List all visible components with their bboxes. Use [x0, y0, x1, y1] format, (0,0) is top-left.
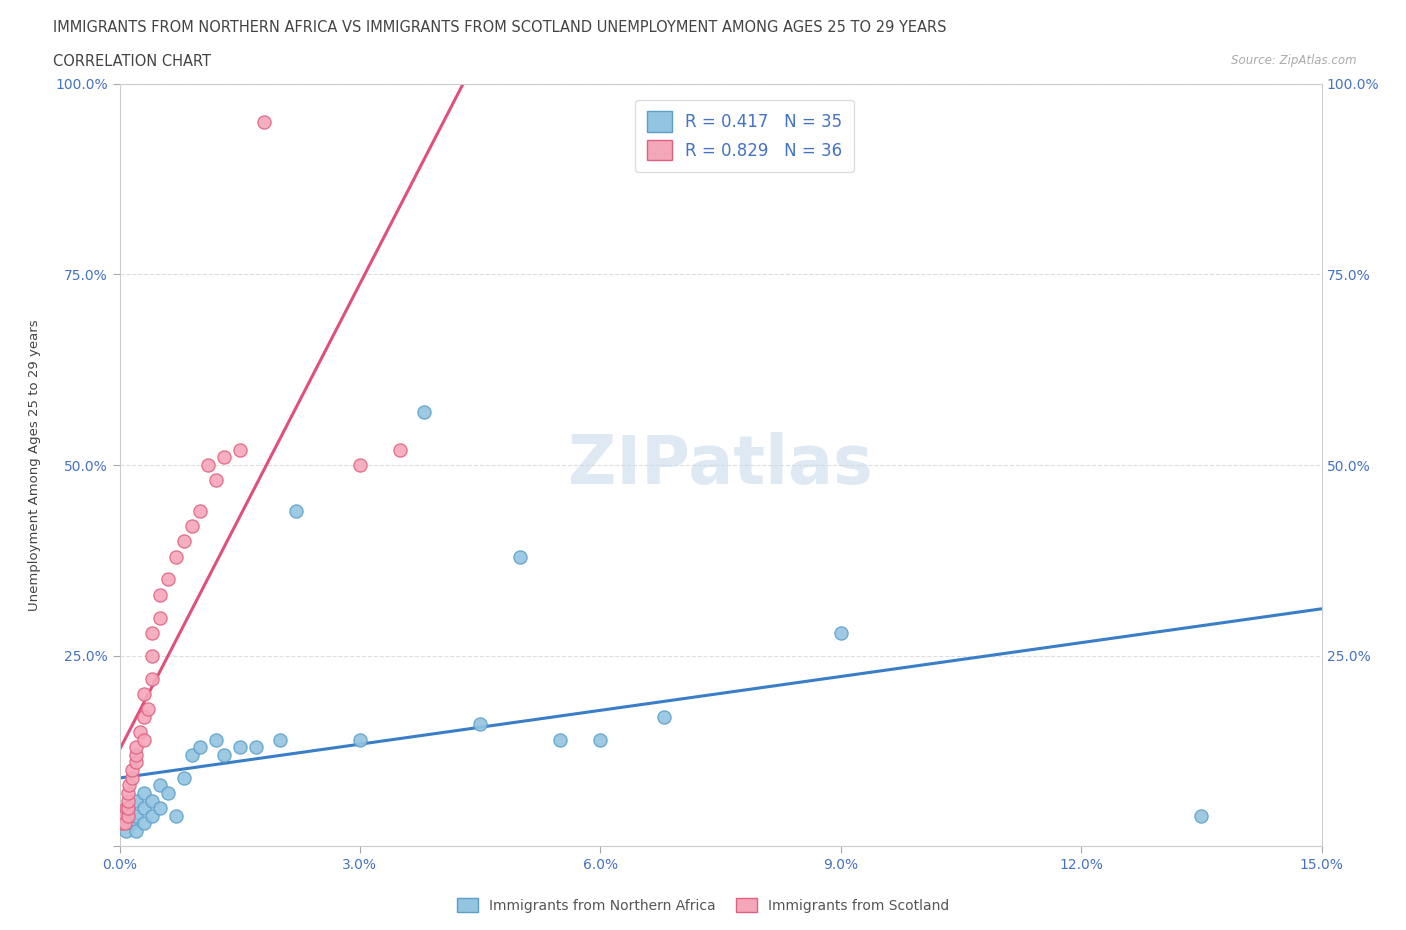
- Point: [149, 587, 172, 602]
- Point: [173, 534, 195, 549]
- Point: [118, 777, 141, 792]
- Point: [284, 503, 307, 518]
- Point: [349, 732, 371, 747]
- Text: ZIPatlas: ZIPatlas: [568, 432, 873, 498]
- Point: [141, 793, 163, 808]
- Point: [1191, 808, 1213, 823]
- Point: [132, 816, 155, 830]
- Point: [132, 801, 155, 816]
- Point: [141, 648, 163, 663]
- Point: [114, 816, 136, 830]
- Legend: Immigrants from Northern Africa, Immigrants from Scotland: Immigrants from Northern Africa, Immigra…: [451, 893, 955, 919]
- Point: [173, 770, 195, 785]
- Point: [121, 770, 143, 785]
- Point: [188, 503, 211, 518]
- Point: [136, 701, 159, 716]
- Point: [204, 472, 226, 487]
- Point: [121, 763, 143, 777]
- Point: [141, 671, 163, 686]
- Point: [117, 793, 139, 808]
- Point: [117, 801, 139, 816]
- Point: [132, 710, 155, 724]
- Text: CORRELATION CHART: CORRELATION CHART: [53, 54, 211, 69]
- Point: [117, 808, 139, 823]
- Point: [124, 824, 146, 839]
- Point: [180, 519, 202, 534]
- Point: [180, 748, 202, 763]
- Point: [117, 786, 139, 801]
- Point: [111, 816, 134, 830]
- Point: [128, 724, 150, 739]
- Point: [117, 801, 139, 816]
- Point: [121, 816, 143, 830]
- Point: [124, 808, 146, 823]
- Point: [253, 114, 276, 129]
- Text: Source: ZipAtlas.com: Source: ZipAtlas.com: [1232, 54, 1357, 67]
- Point: [212, 450, 235, 465]
- Point: [117, 808, 139, 823]
- Point: [141, 808, 163, 823]
- Point: [115, 824, 138, 839]
- Point: [188, 739, 211, 754]
- Point: [269, 732, 291, 747]
- Point: [132, 732, 155, 747]
- Point: [349, 458, 371, 472]
- Point: [212, 748, 235, 763]
- Point: [141, 625, 163, 640]
- Point: [115, 801, 138, 816]
- Point: [124, 739, 146, 754]
- Point: [228, 443, 252, 458]
- Point: [830, 625, 852, 640]
- Text: IMMIGRANTS FROM NORTHERN AFRICA VS IMMIGRANTS FROM SCOTLAND UNEMPLOYMENT AMONG A: IMMIGRANTS FROM NORTHERN AFRICA VS IMMIG…: [53, 20, 946, 35]
- Point: [149, 801, 172, 816]
- Point: [468, 717, 492, 732]
- Point: [132, 686, 155, 701]
- Point: [197, 458, 219, 472]
- Legend: R = 0.417   N = 35, R = 0.829   N = 36: R = 0.417 N = 35, R = 0.829 N = 36: [636, 100, 853, 172]
- Point: [112, 816, 135, 830]
- Point: [132, 786, 155, 801]
- Point: [149, 610, 172, 625]
- Point: [124, 748, 146, 763]
- Point: [149, 777, 172, 792]
- Point: [204, 732, 226, 747]
- Point: [112, 808, 135, 823]
- Point: [124, 793, 146, 808]
- Y-axis label: Unemployment Among Ages 25 to 29 years: Unemployment Among Ages 25 to 29 years: [28, 319, 41, 611]
- Point: [228, 739, 252, 754]
- Point: [388, 443, 412, 458]
- Point: [550, 732, 572, 747]
- Point: [165, 808, 187, 823]
- Point: [156, 572, 179, 587]
- Point: [589, 732, 612, 747]
- Point: [509, 549, 531, 564]
- Point: [245, 739, 267, 754]
- Point: [654, 710, 676, 724]
- Point: [413, 405, 436, 419]
- Point: [124, 755, 146, 770]
- Point: [165, 549, 187, 564]
- Point: [156, 786, 179, 801]
